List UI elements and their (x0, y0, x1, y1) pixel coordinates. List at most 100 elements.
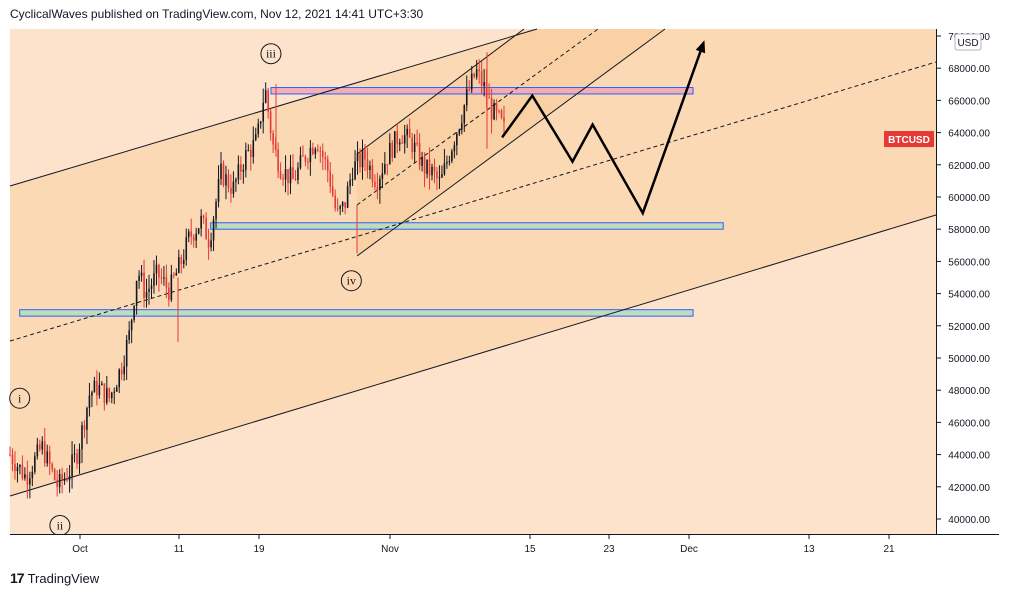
candle-body (254, 134, 257, 140)
currency-label[interactable]: USD (957, 38, 978, 49)
candle-body (500, 110, 503, 118)
candle-body (227, 174, 230, 188)
candle-body (264, 90, 267, 103)
candle-body (135, 280, 138, 307)
candle-body (349, 179, 351, 187)
channel-lines (9, 28, 937, 497)
candle-body (371, 165, 374, 182)
candle-body (302, 155, 304, 157)
candle-body (381, 173, 384, 179)
price-tick-label: 54000.00 (948, 290, 990, 301)
candle-body (26, 474, 29, 485)
candle-body (118, 369, 121, 388)
candle-body (110, 392, 113, 399)
candle-body (106, 388, 108, 403)
candle-body (284, 169, 287, 180)
candle-body (225, 174, 227, 186)
tradingview-wordmark: TradingView (27, 570, 100, 586)
candle-body (478, 69, 480, 72)
candle-body (287, 169, 289, 184)
candle-body (130, 319, 133, 331)
candle-body (51, 464, 54, 470)
candle-body (247, 149, 250, 151)
candle-body (259, 121, 262, 124)
candle-body (282, 178, 284, 180)
candle-body (150, 285, 153, 289)
candle-body (103, 383, 106, 403)
svg-text:iii: iii (266, 47, 277, 61)
time-tick-label: 13 (803, 544, 815, 555)
tradingview-branding[interactable]: 17 TradingView (10, 570, 99, 586)
candle-body (96, 380, 98, 396)
candle-body (220, 163, 222, 179)
candle-body (76, 453, 78, 464)
candle-body (78, 449, 81, 464)
candle-body (19, 465, 21, 468)
candle-body (138, 275, 140, 281)
candle-body (190, 231, 193, 237)
outer-channel-fill (10, 29, 936, 496)
time-tick-label: Oct (72, 544, 88, 555)
candle-body (217, 178, 220, 202)
candle-body (344, 202, 346, 208)
candle-body (475, 69, 478, 77)
candle-body (180, 257, 183, 264)
candle-body (83, 425, 86, 430)
candle-body (456, 133, 458, 146)
candle-body (503, 117, 505, 122)
candle-body (366, 159, 369, 171)
outer-channel-midline (9, 61, 937, 342)
candle-body (9, 454, 11, 456)
time-tick-label: 11 (174, 544, 185, 555)
candle-body (185, 237, 188, 260)
candle-body (68, 476, 71, 481)
candle-body (240, 164, 242, 172)
time-tick-label: 15 (524, 544, 536, 555)
wave-label-iii: iii (260, 43, 282, 65)
candle-body (140, 272, 143, 276)
candle-body (31, 471, 34, 479)
candle-body (470, 73, 473, 90)
candle-body (207, 239, 210, 248)
candle-body (376, 186, 379, 191)
outer-channel-top-line (9, 28, 538, 187)
candle-body (11, 454, 14, 464)
tradingview-logo-icon: 17 (10, 570, 25, 586)
candle-body (488, 97, 490, 99)
candle-body (215, 201, 217, 220)
candle-body (351, 179, 354, 181)
candle-body (71, 454, 73, 477)
inner-channel-top-line (356, 28, 525, 155)
candle-body (262, 102, 265, 122)
support-zone (210, 222, 724, 230)
candle-body (443, 163, 446, 175)
candle-body (38, 444, 41, 450)
chart-header: CyclicalWaves published on TradingView.c… (10, 7, 424, 21)
candle-body (331, 186, 334, 196)
candle-body (192, 236, 195, 241)
candle-body (465, 89, 468, 106)
candle-body (269, 111, 272, 134)
candle-body (202, 215, 205, 218)
candle-body (232, 181, 235, 194)
candle-body (16, 467, 19, 472)
candle-body (304, 156, 307, 162)
time-tick-label: Dec (680, 544, 698, 555)
candle-body (279, 171, 282, 179)
currency-box[interactable] (954, 33, 982, 51)
candle-body (423, 156, 426, 174)
candle-body (195, 233, 197, 241)
candle-body (480, 71, 483, 86)
price-tick-label: 60000.00 (948, 193, 990, 204)
candle-body (46, 451, 49, 464)
candle-body (197, 228, 200, 234)
candle-body (14, 463, 16, 472)
projection-arrowhead (695, 40, 706, 54)
candle-body (63, 478, 66, 482)
wave-label-i: i (9, 387, 31, 409)
candle-body (175, 272, 178, 276)
time-axis: Oct 11 19 Nov 15 23 Dec 13 21 (10, 534, 999, 563)
price-tick-label: 46000.00 (948, 418, 990, 429)
